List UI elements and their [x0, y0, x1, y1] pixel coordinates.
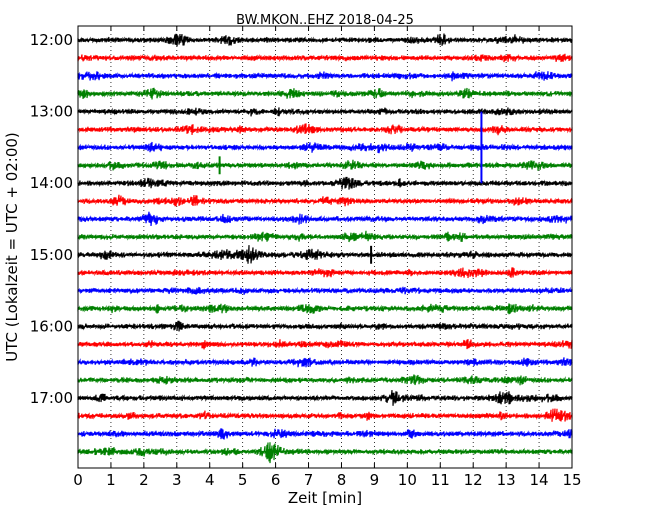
x-tick-label: 10 — [398, 471, 417, 489]
trace-1445 — [77, 230, 573, 243]
x-tick-label: 13 — [497, 471, 516, 489]
trace-1215 — [77, 53, 573, 63]
trace-1730 — [77, 428, 573, 440]
x-tick-label: 9 — [370, 471, 380, 489]
x-tick-label: 7 — [304, 471, 314, 489]
trace-1400 — [77, 176, 573, 190]
chart-title: BW.MKON..EHZ 2018-04-25 — [236, 13, 414, 28]
x-tick-label: 15 — [562, 471, 581, 489]
trace-1545 — [77, 303, 573, 315]
trace-1530 — [77, 286, 573, 295]
x-tick-label: 12 — [464, 471, 483, 489]
trace-1515 — [77, 267, 573, 279]
x-tick-label: 5 — [238, 471, 248, 489]
y-axis: 12:00 13:00 14:00 15:00 16:00 17:00 — [30, 31, 572, 407]
trace-1330 — [77, 141, 573, 154]
y-tick-label: 12:00 — [30, 31, 73, 49]
x-tick-label: 4 — [205, 471, 215, 489]
x-tick-label: 6 — [271, 471, 281, 489]
trace-1300 — [77, 107, 573, 117]
plot-frame — [77, 25, 573, 469]
trace-1230 — [77, 71, 573, 82]
y-tick-label: 16:00 — [30, 317, 73, 335]
x-tick-label: 11 — [431, 471, 450, 489]
trace-1345 — [77, 159, 573, 171]
y-tick-label: 17:00 — [30, 389, 73, 407]
trace-1715 — [77, 408, 573, 422]
x-axis-label: Zeit [min] — [288, 489, 362, 507]
trace-1245 — [77, 87, 573, 100]
x-axis: 0 1 2 3 4 5 6 7 8 9 10 11 12 13 14 15 — [73, 26, 582, 489]
x-tick-label: 0 — [73, 471, 83, 489]
x-tick-label: 2 — [139, 471, 149, 489]
trace-1700 — [77, 390, 573, 406]
trace-1745 — [77, 442, 573, 464]
traces-group — [77, 33, 573, 464]
y-axis-label: UTC (Lokalzeit = UTC + 02:00) — [3, 132, 21, 362]
x-tick-label: 3 — [172, 471, 182, 489]
trace-1500 — [77, 245, 573, 264]
y-tick-label: 13:00 — [30, 103, 73, 121]
trace-1645 — [77, 374, 573, 386]
y-tick-label: 14:00 — [30, 174, 73, 192]
events-group — [218, 111, 483, 264]
trace-1630 — [77, 357, 573, 368]
trace-1200 — [77, 33, 573, 47]
x-tick-label: 1 — [106, 471, 116, 489]
trace-1415 — [77, 194, 573, 207]
trace-1600 — [77, 320, 573, 332]
trace-1615 — [77, 339, 573, 350]
trace-1315 — [77, 123, 573, 136]
trace-1430 — [77, 211, 573, 227]
y-tick-label: 15:00 — [30, 246, 73, 264]
x-tick-label: 8 — [337, 471, 347, 489]
x-tick-label: 14 — [530, 471, 549, 489]
